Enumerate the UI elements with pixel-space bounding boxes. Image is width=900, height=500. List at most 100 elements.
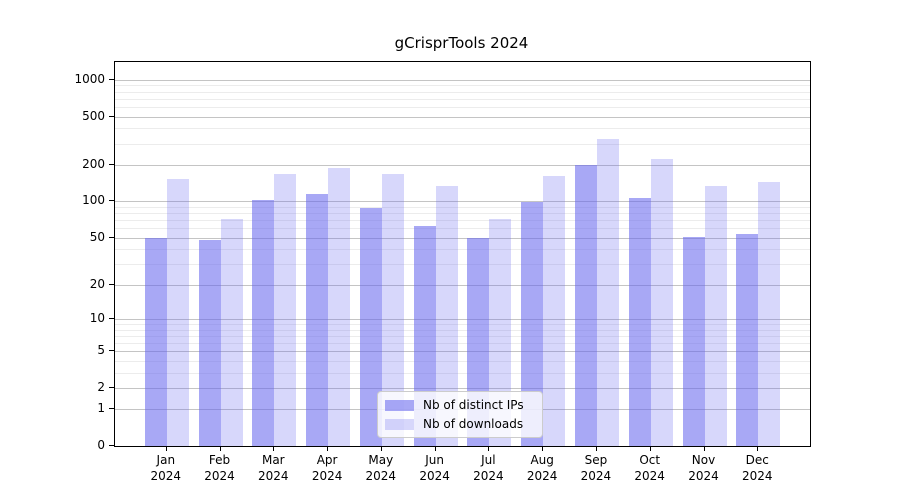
bar-distinct-ips	[252, 200, 275, 446]
gridline-minor	[115, 360, 810, 362]
gridline-minor	[115, 213, 810, 215]
y-tick-mark	[109, 445, 114, 446]
bar-downloads	[489, 219, 512, 446]
y-tick-label: 100	[82, 193, 105, 208]
x-tick-year: 2024	[688, 469, 719, 483]
gridline-minor	[115, 220, 810, 222]
bar-distinct-ips	[682, 236, 705, 446]
gridline-minor	[115, 98, 810, 100]
y-tick-mark	[109, 408, 114, 410]
x-tick-year: 2024	[258, 469, 289, 483]
x-tick-label: Jul 2024	[460, 452, 516, 484]
y-tick-label: 1	[97, 401, 105, 416]
x-tick-month: Nov	[691, 453, 716, 467]
bar-downloads	[166, 178, 189, 446]
bar-distinct-ips	[574, 165, 597, 446]
x-tick-year: 2024	[742, 469, 773, 483]
y-tick-label: 2	[97, 379, 105, 394]
y-tick-label: 0	[97, 438, 105, 452]
y-tick-mark	[109, 236, 114, 238]
x-tick-month: Apr	[316, 453, 338, 467]
gridline-major	[115, 201, 810, 203]
gridline-major	[115, 318, 810, 320]
y-tick-mark	[109, 317, 114, 319]
bar-downloads	[328, 167, 351, 446]
gridline-minor	[115, 264, 810, 265]
y-tick-mark	[109, 350, 114, 351]
y-tick-mark	[109, 386, 114, 388]
gridline-major	[115, 116, 810, 118]
gridline-minor	[115, 128, 810, 130]
gridline-minor	[115, 85, 810, 87]
x-tick-year: 2024	[634, 469, 665, 483]
bar-downloads	[381, 173, 404, 446]
legend-item-downloads: Nb of downloads	[385, 417, 534, 431]
y-tick-mark	[109, 200, 114, 202]
bar-downloads	[274, 174, 297, 446]
x-tick-label: Mar 2024	[245, 452, 301, 484]
x-tick-month: Jul	[481, 453, 496, 467]
gridline-minor	[115, 335, 810, 337]
x-tick-month: Sep	[584, 453, 608, 467]
bar-distinct-ips	[736, 233, 759, 446]
y-tick-label: 1000	[74, 71, 105, 86]
x-tick-year: 2024	[419, 469, 450, 483]
y-tick-label: 200	[82, 156, 105, 171]
x-tick-label: Aug 2024	[514, 452, 570, 484]
legend-swatch-distinct-ips	[385, 399, 414, 411]
x-tick-mark	[165, 446, 167, 451]
x-tick-mark	[327, 446, 329, 451]
x-tick-month: May	[368, 453, 394, 467]
x-tick-label: Jun 2024	[407, 452, 463, 484]
y-tick-label: 50	[89, 229, 105, 244]
x-tick-year: 2024	[150, 469, 182, 483]
x-tick-year: 2024	[365, 469, 397, 483]
legend-item-distinct-ips: Nb of distinct IPs	[385, 398, 534, 412]
legend: Nb of distinct IPs Nb of downloads	[377, 391, 543, 438]
x-tick-month: Jan	[156, 453, 176, 467]
y-tick-mark	[109, 115, 114, 117]
x-tick-label: Apr 2024	[299, 452, 355, 484]
x-tick-month: Aug	[530, 453, 554, 467]
gridline-major	[115, 79, 810, 81]
y-tick-mark	[109, 163, 114, 165]
plot-area	[114, 61, 811, 447]
x-tick-mark	[380, 446, 382, 451]
gridline-major	[115, 351, 810, 352]
gridline-minor	[115, 372, 810, 374]
bar-downloads	[435, 186, 458, 446]
gridline-minor	[115, 329, 810, 331]
bar-downloads	[596, 138, 619, 446]
x-tick-year: 2024	[311, 469, 343, 483]
y-tick-label: 20	[89, 276, 105, 291]
bar-distinct-ips	[306, 194, 329, 446]
x-tick-mark	[488, 446, 490, 451]
gridline-major	[115, 237, 810, 239]
bar-distinct-ips	[144, 237, 167, 446]
x-tick-mark	[219, 446, 221, 451]
x-tick-label: Dec 2024	[729, 452, 785, 484]
y-tick-label: 10	[89, 310, 105, 325]
gridline-minor	[115, 206, 810, 208]
gridline-minor	[115, 228, 810, 230]
x-tick-mark	[595, 446, 597, 451]
bar-distinct-ips	[198, 239, 221, 446]
x-tick-year: 2024	[580, 469, 612, 483]
x-tick-month: Feb	[208, 453, 231, 467]
x-tick-month: Dec	[745, 453, 769, 467]
bar-downloads	[758, 182, 781, 446]
gridline-minor	[115, 324, 810, 325]
gridline-major	[115, 284, 810, 286]
bar-distinct-ips	[628, 198, 651, 446]
x-tick-label: Feb 2024	[192, 452, 248, 484]
y-tick-mark	[109, 78, 114, 80]
legend-swatch-downloads	[385, 418, 414, 430]
gridline-major	[115, 164, 810, 166]
gridline-minor	[115, 106, 810, 108]
x-tick-year: 2024	[204, 469, 235, 483]
x-tick-label: Sep 2024	[568, 452, 624, 484]
x-tick-month: Mar	[261, 453, 285, 467]
x-tick-year: 2024	[473, 469, 504, 483]
bar-downloads	[650, 158, 673, 446]
